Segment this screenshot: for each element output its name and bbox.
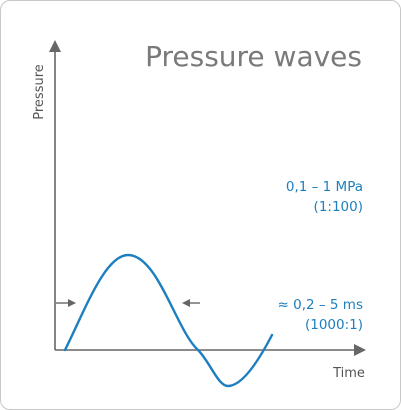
duration-right-arrowhead [182, 299, 190, 307]
diagram-title: Pressure waves [145, 40, 362, 73]
pressure-wave-curve [63, 253, 274, 388]
duration-ratio-label: (1000:1) [305, 317, 363, 333]
y-axis-arrow [49, 40, 61, 52]
x-axis-arrow [354, 344, 366, 356]
amplitude-range-label: 0,1 – 1 MPa [286, 179, 363, 195]
y-axis-label: Pressure [32, 64, 47, 120]
duration-range-label: ≈ 0,2 – 5 ms [278, 297, 363, 313]
duration-left-arrowhead [68, 299, 76, 307]
amplitude-ratio-label: (1:100) [314, 199, 363, 215]
x-axis-label: Time [332, 366, 365, 381]
